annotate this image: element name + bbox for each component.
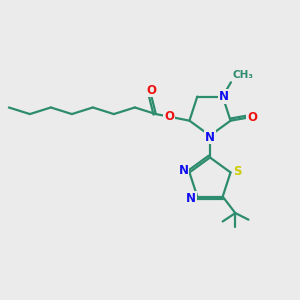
Text: O: O (146, 84, 156, 97)
Text: O: O (247, 111, 257, 124)
Text: CH₃: CH₃ (232, 70, 254, 80)
Text: N: N (186, 192, 196, 205)
Text: N: N (205, 130, 215, 144)
Text: S: S (233, 165, 242, 178)
Text: O: O (164, 110, 174, 123)
Text: N: N (219, 90, 229, 103)
Text: N: N (178, 164, 188, 177)
